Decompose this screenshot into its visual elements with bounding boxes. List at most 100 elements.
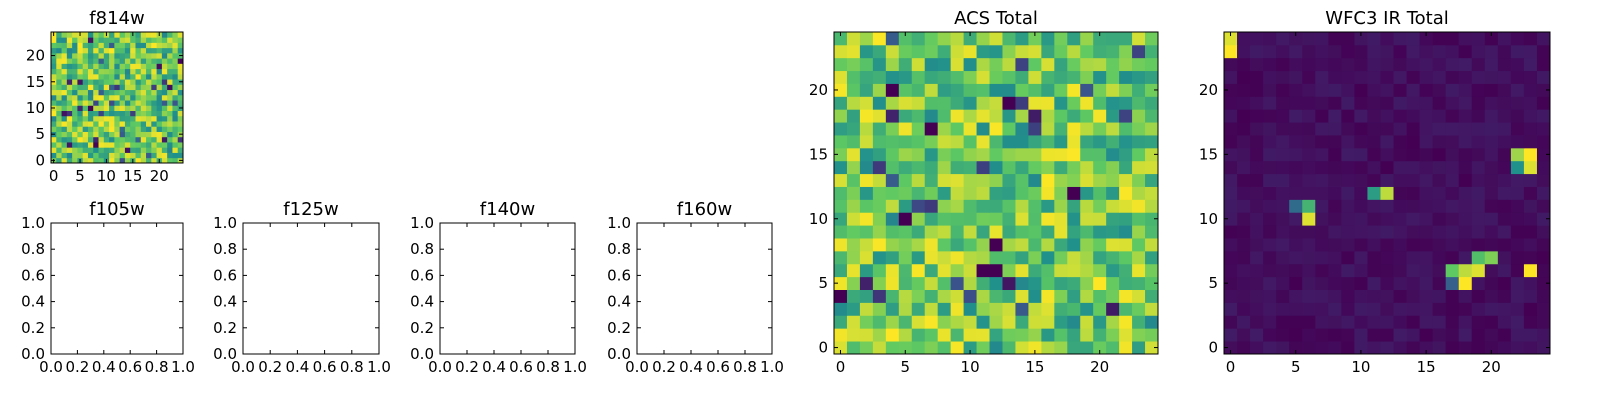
heatmap-cell	[72, 94, 78, 101]
heatmap-cell	[156, 84, 163, 91]
heatmap-cell	[885, 186, 900, 200]
heatmap-cell	[61, 136, 68, 143]
y-tick-label: 0.6	[410, 266, 434, 284]
heatmap-cell	[1536, 289, 1551, 303]
heatmap-cell	[885, 44, 900, 59]
y-tick-label: 1.0	[21, 214, 45, 232]
heatmap-cell	[885, 199, 900, 213]
heatmap-cell	[172, 47, 179, 54]
heatmap-cell	[1119, 109, 1133, 123]
heatmap-cell	[119, 52, 126, 59]
heatmap-cell	[950, 109, 964, 123]
heatmap-cell	[1354, 44, 1368, 59]
heatmap-cell	[1250, 147, 1264, 162]
heatmap-cell	[976, 263, 990, 278]
heatmap-cell	[1132, 212, 1146, 226]
y-tick-label: 0.4	[21, 293, 45, 311]
heatmap-cell	[156, 89, 163, 96]
heatmap-cell	[1015, 57, 1029, 72]
heatmap-cell	[56, 126, 62, 132]
heatmap-cell	[146, 126, 152, 132]
heatmap-cell	[1471, 186, 1486, 200]
heatmap-cell	[1237, 225, 1251, 239]
heatmap-cell	[1145, 289, 1159, 303]
heatmap-cell	[963, 276, 977, 290]
heatmap-cell	[135, 68, 142, 75]
heatmap-cell	[151, 89, 157, 96]
heatmap-cell	[1080, 109, 1094, 123]
heatmap-cell	[56, 94, 62, 101]
heatmap-cell	[1145, 341, 1159, 355]
heatmap-cell	[1106, 199, 1120, 213]
heatmap-cell	[77, 115, 84, 122]
heatmap-cell	[1041, 199, 1055, 213]
heatmap-cell	[66, 68, 73, 75]
heatmap-cell	[1302, 199, 1316, 213]
heatmap-cell	[1445, 109, 1460, 123]
heatmap-cell	[885, 341, 900, 355]
heatmap-cell	[98, 131, 105, 138]
heatmap-cell	[161, 105, 168, 111]
heatmap-cell	[177, 84, 184, 91]
heatmap-cell	[1250, 302, 1264, 316]
heatmap-cell	[87, 147, 94, 153]
heatmap-cell	[1224, 199, 1238, 213]
heatmap-cell	[1419, 135, 1434, 149]
heatmap-cell	[135, 115, 142, 122]
heatmap-cell	[1224, 250, 1238, 265]
heatmap-cell	[885, 250, 900, 265]
heatmap-cell	[77, 68, 84, 75]
heatmap-cell	[1367, 135, 1381, 149]
heatmap-cell	[161, 52, 168, 59]
heatmap-cell	[1367, 173, 1381, 187]
heatmap-cell	[72, 37, 78, 43]
heatmap-cell	[82, 94, 89, 101]
heatmap-cell	[1054, 212, 1068, 226]
heatmap-cell	[56, 110, 62, 117]
heatmap-cell	[1302, 225, 1316, 239]
heatmap-cell	[911, 122, 926, 136]
heatmap-cell	[1432, 44, 1447, 59]
heatmap-cell	[1106, 173, 1120, 187]
heatmap-cell	[51, 58, 57, 64]
heatmap-cell	[1354, 32, 1368, 46]
heatmap-cell	[1002, 70, 1016, 84]
heatmap-cell	[93, 115, 99, 122]
heatmap-cell	[1276, 32, 1290, 46]
heatmap-cell	[1432, 109, 1447, 123]
heatmap-cell	[834, 135, 848, 149]
heatmap-cell	[1093, 199, 1107, 213]
heatmap-cell	[72, 47, 78, 54]
heatmap-cell	[1510, 44, 1525, 59]
heatmap-cell	[898, 173, 913, 187]
heatmap-cell	[872, 57, 887, 72]
heatmap-cell	[1445, 57, 1460, 72]
heatmap-cell	[1145, 32, 1159, 46]
heatmap-cell	[1289, 315, 1303, 329]
heatmap-cell	[1002, 57, 1016, 72]
heatmap-cell	[114, 47, 121, 54]
heatmap-cell	[1380, 122, 1394, 136]
heatmap-cell	[1093, 70, 1107, 84]
heatmap-cell	[963, 302, 977, 316]
heatmap-cell	[1419, 70, 1434, 84]
heatmap-cell	[119, 94, 126, 101]
heatmap-cell	[1393, 225, 1407, 239]
heatmap-cell	[1419, 225, 1434, 239]
heatmap-cell	[1054, 263, 1068, 278]
heatmap-cell	[1445, 173, 1460, 187]
heatmap-cell	[1497, 32, 1512, 46]
heatmap-cell	[1367, 212, 1381, 226]
heatmap-cell	[885, 238, 900, 252]
heatmap-cell	[103, 126, 110, 132]
heatmap-cell	[103, 42, 110, 49]
heatmap-cell	[976, 173, 990, 187]
heatmap-cell	[1497, 96, 1512, 110]
heatmap-cell	[61, 32, 68, 38]
heatmap-cell	[1015, 250, 1029, 265]
x-tick-label: 0.4	[92, 358, 116, 376]
heatmap-cell	[119, 121, 126, 127]
heatmap-cell	[1445, 315, 1460, 329]
y-tick-label: 0.8	[607, 240, 631, 258]
heatmap-cell	[989, 263, 1003, 278]
